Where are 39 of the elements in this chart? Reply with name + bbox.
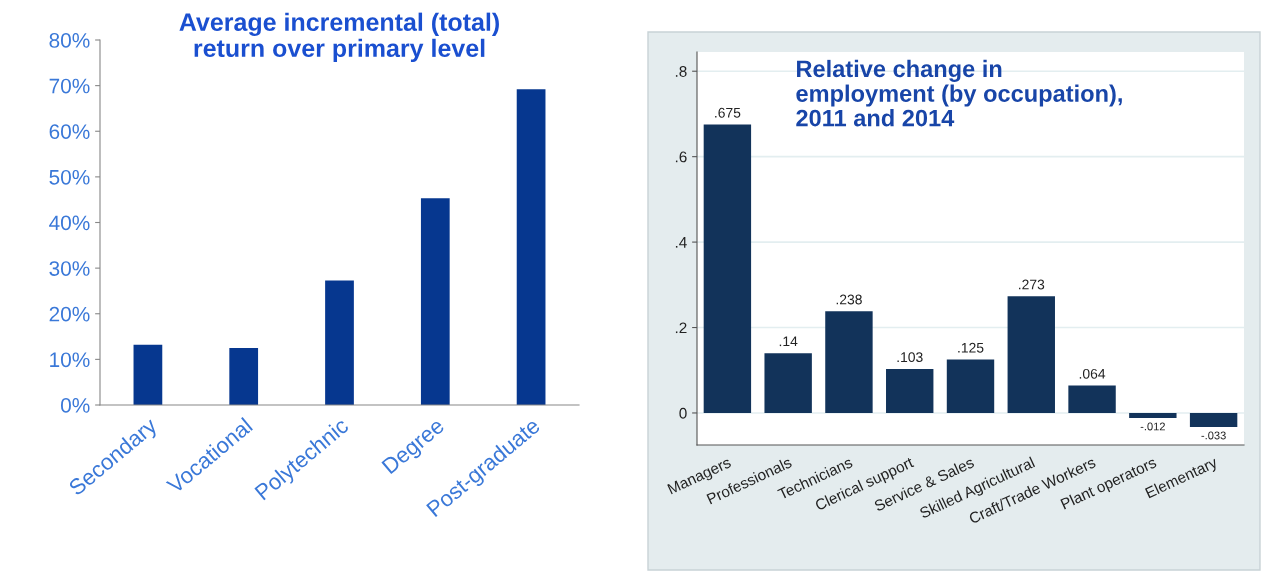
- data-label: .14: [779, 336, 798, 347]
- y-tick-label: 60%: [49, 124, 90, 139]
- bar: [1189, 412, 1238, 428]
- y-tick-label: 20%: [49, 306, 90, 322]
- y-tick-label: .8: [675, 66, 687, 77]
- bar: [1129, 412, 1177, 419]
- bar: [764, 353, 812, 413]
- y-tick-label: 70%: [49, 78, 90, 94]
- data-label: .125: [958, 342, 984, 353]
- bar: [1068, 385, 1116, 413]
- bar: [133, 344, 163, 405]
- data-label: -.012: [1140, 422, 1165, 431]
- data-label: -.033: [1201, 431, 1226, 440]
- y-tick-label: 0: [679, 407, 687, 419]
- y-tick-label: 10%: [50, 352, 90, 368]
- bar: [229, 347, 259, 405]
- y-tick-label: 40%: [49, 215, 90, 231]
- y-tick-label: .4: [675, 237, 687, 248]
- data-label: .675: [715, 107, 741, 118]
- bar: [886, 368, 934, 413]
- data-label: .273: [1019, 279, 1045, 290]
- y-tick-label: 30%: [49, 261, 90, 276]
- data-label: .103: [897, 352, 923, 363]
- bar: [516, 89, 546, 405]
- y-tick-label: .2: [675, 322, 687, 334]
- bar: [946, 359, 995, 413]
- bar: [1007, 296, 1055, 413]
- data-label: .064: [1079, 368, 1106, 379]
- chart-title: Average incremental (total) return over primary level: [179, 12, 499, 63]
- y-tick-label: 0%: [60, 398, 90, 413]
- text: Relative change in employment (by occupation), 2011 and 2014: [796, 59, 1122, 127]
- bar: [420, 198, 450, 405]
- y-tick-label: 50%: [49, 169, 90, 185]
- bar: [325, 280, 354, 405]
- bar: [703, 124, 752, 413]
- data-label: .238: [836, 294, 862, 305]
- bar: [825, 311, 873, 413]
- y-tick-label: 80%: [49, 33, 90, 48]
- y-tick-label: .6: [675, 151, 687, 163]
